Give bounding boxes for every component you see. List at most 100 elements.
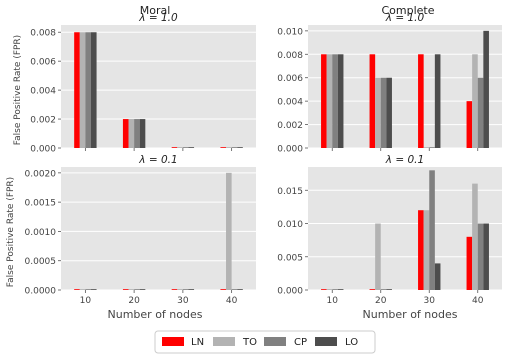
- legend-label-lo: LO: [345, 337, 358, 348]
- y-tick-label: 0.008: [30, 29, 56, 39]
- xlabel-left: Number of nodes: [108, 308, 203, 321]
- y-tick-label: 0.000: [277, 287, 303, 297]
- x-tick-label: 10: [80, 296, 92, 306]
- bar-cp: [477, 77, 484, 148]
- bar-lo: [237, 147, 243, 148]
- y-tick-label: 0.004: [30, 87, 56, 97]
- y-tick-label: 0.0005: [25, 257, 57, 267]
- bar-to: [79, 289, 86, 290]
- ylabel-bottom: False Positive Rate (FPR): [6, 177, 16, 287]
- x-tick-label: 10: [327, 296, 339, 306]
- bar-cp: [85, 32, 91, 149]
- y-tick-label: 0.008: [277, 51, 303, 61]
- bar-cp: [429, 147, 435, 148]
- panel-title: λ = 1.0: [385, 12, 425, 24]
- bar-ln: [122, 289, 129, 290]
- bar-to: [375, 223, 381, 290]
- y-tick-label: 0.004: [277, 98, 303, 108]
- bar-lo: [434, 263, 441, 290]
- y-tick-label: 0.015: [277, 187, 303, 197]
- bar-lo: [139, 289, 146, 290]
- bar-cp: [231, 289, 238, 290]
- y-tick-label: 0.005: [277, 253, 303, 263]
- panel-3: 0.0000 0.0005 0.0010 0.0015 0.0020 10 20 30 40 λ …: [25, 154, 256, 306]
- bar-to: [423, 147, 430, 148]
- bar-cp: [429, 170, 435, 290]
- bar-ln: [369, 289, 376, 290]
- legend-swatch-ln: [162, 337, 184, 346]
- bar-to: [177, 289, 183, 290]
- column-title-moral: Moral: [140, 4, 171, 17]
- bar-lo: [90, 32, 97, 149]
- x-tick-label: 30: [177, 296, 189, 306]
- bar-lo: [139, 119, 146, 148]
- bar-to: [128, 119, 135, 148]
- x-tick-label: 20: [375, 296, 387, 306]
- bar-ln: [122, 119, 129, 148]
- x-tick-label: 30: [424, 296, 436, 306]
- x-tick-label: 20: [128, 296, 140, 306]
- bar-ln: [220, 147, 227, 148]
- bar-lo: [90, 289, 97, 290]
- legend-swatch-cp: [264, 337, 286, 346]
- y-tick-label: 0.010: [277, 27, 303, 37]
- bar-cp: [134, 119, 140, 148]
- bar-to: [375, 77, 381, 148]
- bar-lo: [188, 147, 195, 148]
- bar-lo: [386, 289, 392, 290]
- bar-to: [326, 289, 333, 290]
- bar-ln: [74, 289, 80, 290]
- legend-label-to: TO: [242, 337, 257, 348]
- bar-ln: [171, 289, 178, 290]
- x-tick-label: 40: [226, 296, 238, 306]
- y-tick-label: 0.010: [277, 220, 303, 230]
- bar-ln: [171, 147, 178, 148]
- bar-cp: [380, 77, 387, 148]
- bar-cp: [332, 289, 338, 290]
- bar-cp: [182, 289, 189, 290]
- legend: LN TO CP LO: [154, 330, 376, 354]
- ylabel-top: False Positive Rate (FPR): [13, 35, 23, 145]
- y-tick-label: 0.0000: [25, 287, 57, 297]
- legend-swatch-lo: [315, 337, 337, 346]
- y-tick-label: 0.000: [30, 145, 56, 155]
- y-tick-label: 0.002: [277, 121, 303, 131]
- panel-4: 0.000 0.005 0.010 0.015 10 20 30 40 λ = 0.1: [277, 154, 502, 306]
- legend-swatch-to: [213, 337, 235, 346]
- bar-cp: [231, 147, 238, 148]
- bar-to: [128, 289, 135, 290]
- bar-cp: [477, 223, 484, 290]
- bar-lo: [337, 54, 344, 148]
- y-tick-label: 0.0010: [25, 228, 57, 238]
- bar-cp: [134, 289, 140, 290]
- bar-cp: [182, 147, 189, 148]
- bar-ln: [466, 101, 473, 148]
- bar-to: [226, 147, 232, 148]
- bar-ln: [74, 32, 80, 149]
- y-tick-label: 0.002: [30, 116, 56, 126]
- bar-ln: [321, 54, 327, 148]
- y-tick-label: 0.000: [277, 145, 303, 155]
- y-tick-label: 0.0015: [25, 199, 57, 209]
- panel-title: λ = 1.0: [138, 12, 178, 24]
- panel-background: [61, 167, 256, 290]
- bar-lo: [237, 289, 243, 290]
- y-tick-label: 0.0020: [25, 169, 57, 179]
- bar-ln: [321, 289, 327, 290]
- bar-to: [79, 32, 86, 149]
- bar-to: [472, 54, 478, 148]
- y-tick-label: 0.006: [30, 58, 56, 68]
- bar-to: [177, 147, 183, 148]
- column-title-complete: Complete: [381, 4, 434, 17]
- panel-title: λ = 0.1: [385, 154, 424, 166]
- bar-lo: [337, 289, 344, 290]
- legend-label-ln: LN: [191, 337, 204, 348]
- bar-to: [326, 54, 333, 148]
- bar-lo: [386, 77, 392, 148]
- bar-ln: [418, 210, 424, 290]
- bar-cp: [380, 289, 387, 290]
- bar-ln: [418, 54, 424, 148]
- bar-cp: [85, 289, 91, 290]
- panels: 0.000 0.002 0.004 0.006 0.008 λ = 1.0 0.000 0.0…: [25, 12, 502, 306]
